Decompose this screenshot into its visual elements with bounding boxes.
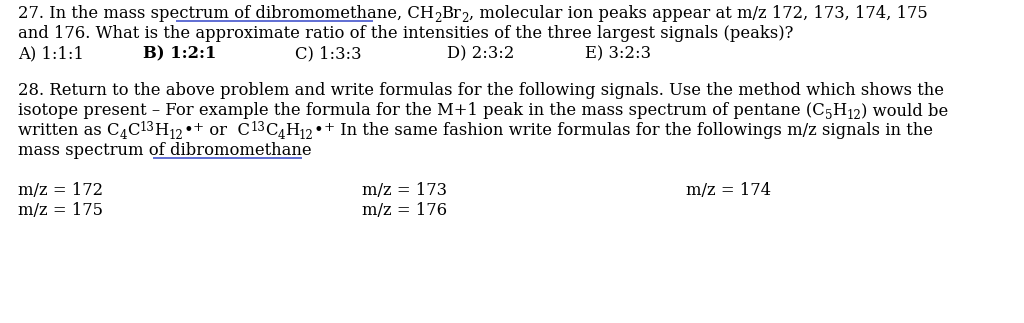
Text: 5: 5 bbox=[824, 109, 833, 122]
Text: 5: 5 bbox=[824, 109, 833, 122]
Text: D) 2:3:2: D) 2:3:2 bbox=[447, 45, 514, 62]
Text: Br: Br bbox=[441, 5, 461, 22]
Text: 2: 2 bbox=[434, 12, 441, 25]
Text: 4: 4 bbox=[120, 129, 127, 142]
Text: C: C bbox=[265, 122, 278, 139]
Text: •: • bbox=[314, 122, 324, 139]
Text: C) 1:3:3: C) 1:3:3 bbox=[295, 45, 361, 62]
Text: , molecular ion peaks appear at m/z 172, 173, 174, 175: , molecular ion peaks appear at m/z 172,… bbox=[469, 5, 928, 22]
Text: H: H bbox=[285, 122, 299, 139]
Text: In the same fashion write formulas for the followings m/z signals in the: In the same fashion write formulas for t… bbox=[335, 122, 933, 139]
Text: H: H bbox=[155, 122, 169, 139]
Text: 27. In the mass spectrum of dibromomethane, CH: 27. In the mass spectrum of dibromometha… bbox=[18, 5, 434, 22]
Text: m/z = 173: m/z = 173 bbox=[362, 182, 447, 199]
Text: isotope present – For example the formula for the M+1 peak in the mass spectrum : isotope present – For example the formul… bbox=[18, 102, 824, 119]
Text: •: • bbox=[314, 122, 324, 139]
Text: 4: 4 bbox=[278, 129, 285, 142]
Text: E) 3:2:3: E) 3:2:3 bbox=[585, 45, 651, 62]
Text: written as C: written as C bbox=[18, 122, 120, 139]
Text: 2: 2 bbox=[434, 12, 441, 25]
Text: 12: 12 bbox=[299, 129, 314, 142]
Text: 2: 2 bbox=[461, 12, 469, 25]
Text: 12: 12 bbox=[847, 109, 861, 122]
Text: 12: 12 bbox=[169, 129, 183, 142]
Text: •: • bbox=[183, 122, 193, 139]
Text: 27. In the mass spectrum of dibromomethane, CH: 27. In the mass spectrum of dibromometha… bbox=[18, 5, 434, 22]
Text: 12: 12 bbox=[299, 129, 314, 142]
Text: 13: 13 bbox=[139, 121, 155, 134]
Text: C: C bbox=[127, 122, 139, 139]
Text: 13: 13 bbox=[250, 121, 265, 134]
Text: +: + bbox=[324, 121, 335, 134]
Text: H: H bbox=[833, 102, 847, 119]
Text: +: + bbox=[324, 121, 335, 134]
Text: 2: 2 bbox=[461, 12, 469, 25]
Text: C: C bbox=[127, 122, 139, 139]
Text: •: • bbox=[183, 122, 193, 139]
Text: H: H bbox=[285, 122, 299, 139]
Text: isotope present – For example the formula for the M+1 peak in the mass spectrum : isotope present – For example the formul… bbox=[18, 102, 824, 119]
Text: A) 1:1:1: A) 1:1:1 bbox=[18, 45, 84, 62]
Text: or  C: or C bbox=[204, 122, 250, 139]
Text: m/z = 172: m/z = 172 bbox=[18, 182, 103, 199]
Text: +: + bbox=[193, 121, 204, 134]
Text: B) 1:2:1: B) 1:2:1 bbox=[143, 45, 216, 62]
Text: 12: 12 bbox=[847, 109, 861, 122]
Text: 13: 13 bbox=[250, 121, 265, 134]
Text: In the same fashion write formulas for the followings m/z signals in the: In the same fashion write formulas for t… bbox=[335, 122, 933, 139]
Text: C: C bbox=[265, 122, 278, 139]
Text: 28. Return to the above problem and write formulas for the following signals. Us: 28. Return to the above problem and writ… bbox=[18, 82, 944, 99]
Text: 12: 12 bbox=[169, 129, 183, 142]
Text: mass spectrum of dibromomethane: mass spectrum of dibromomethane bbox=[18, 142, 311, 159]
Text: or  C: or C bbox=[204, 122, 250, 139]
Text: H: H bbox=[833, 102, 847, 119]
Text: 4: 4 bbox=[120, 129, 127, 142]
Text: 13: 13 bbox=[139, 121, 155, 134]
Text: Br: Br bbox=[441, 5, 461, 22]
Text: ) would be: ) would be bbox=[861, 102, 948, 119]
Text: written as C: written as C bbox=[18, 122, 120, 139]
Text: m/z = 174: m/z = 174 bbox=[686, 182, 771, 199]
Text: H: H bbox=[155, 122, 169, 139]
Text: m/z = 175: m/z = 175 bbox=[18, 202, 103, 219]
Text: +: + bbox=[193, 121, 204, 134]
Text: 4: 4 bbox=[278, 129, 285, 142]
Text: m/z = 176: m/z = 176 bbox=[362, 202, 447, 219]
Text: and 176. What is the approximate ratio of the intensities of the three largest s: and 176. What is the approximate ratio o… bbox=[18, 25, 794, 42]
